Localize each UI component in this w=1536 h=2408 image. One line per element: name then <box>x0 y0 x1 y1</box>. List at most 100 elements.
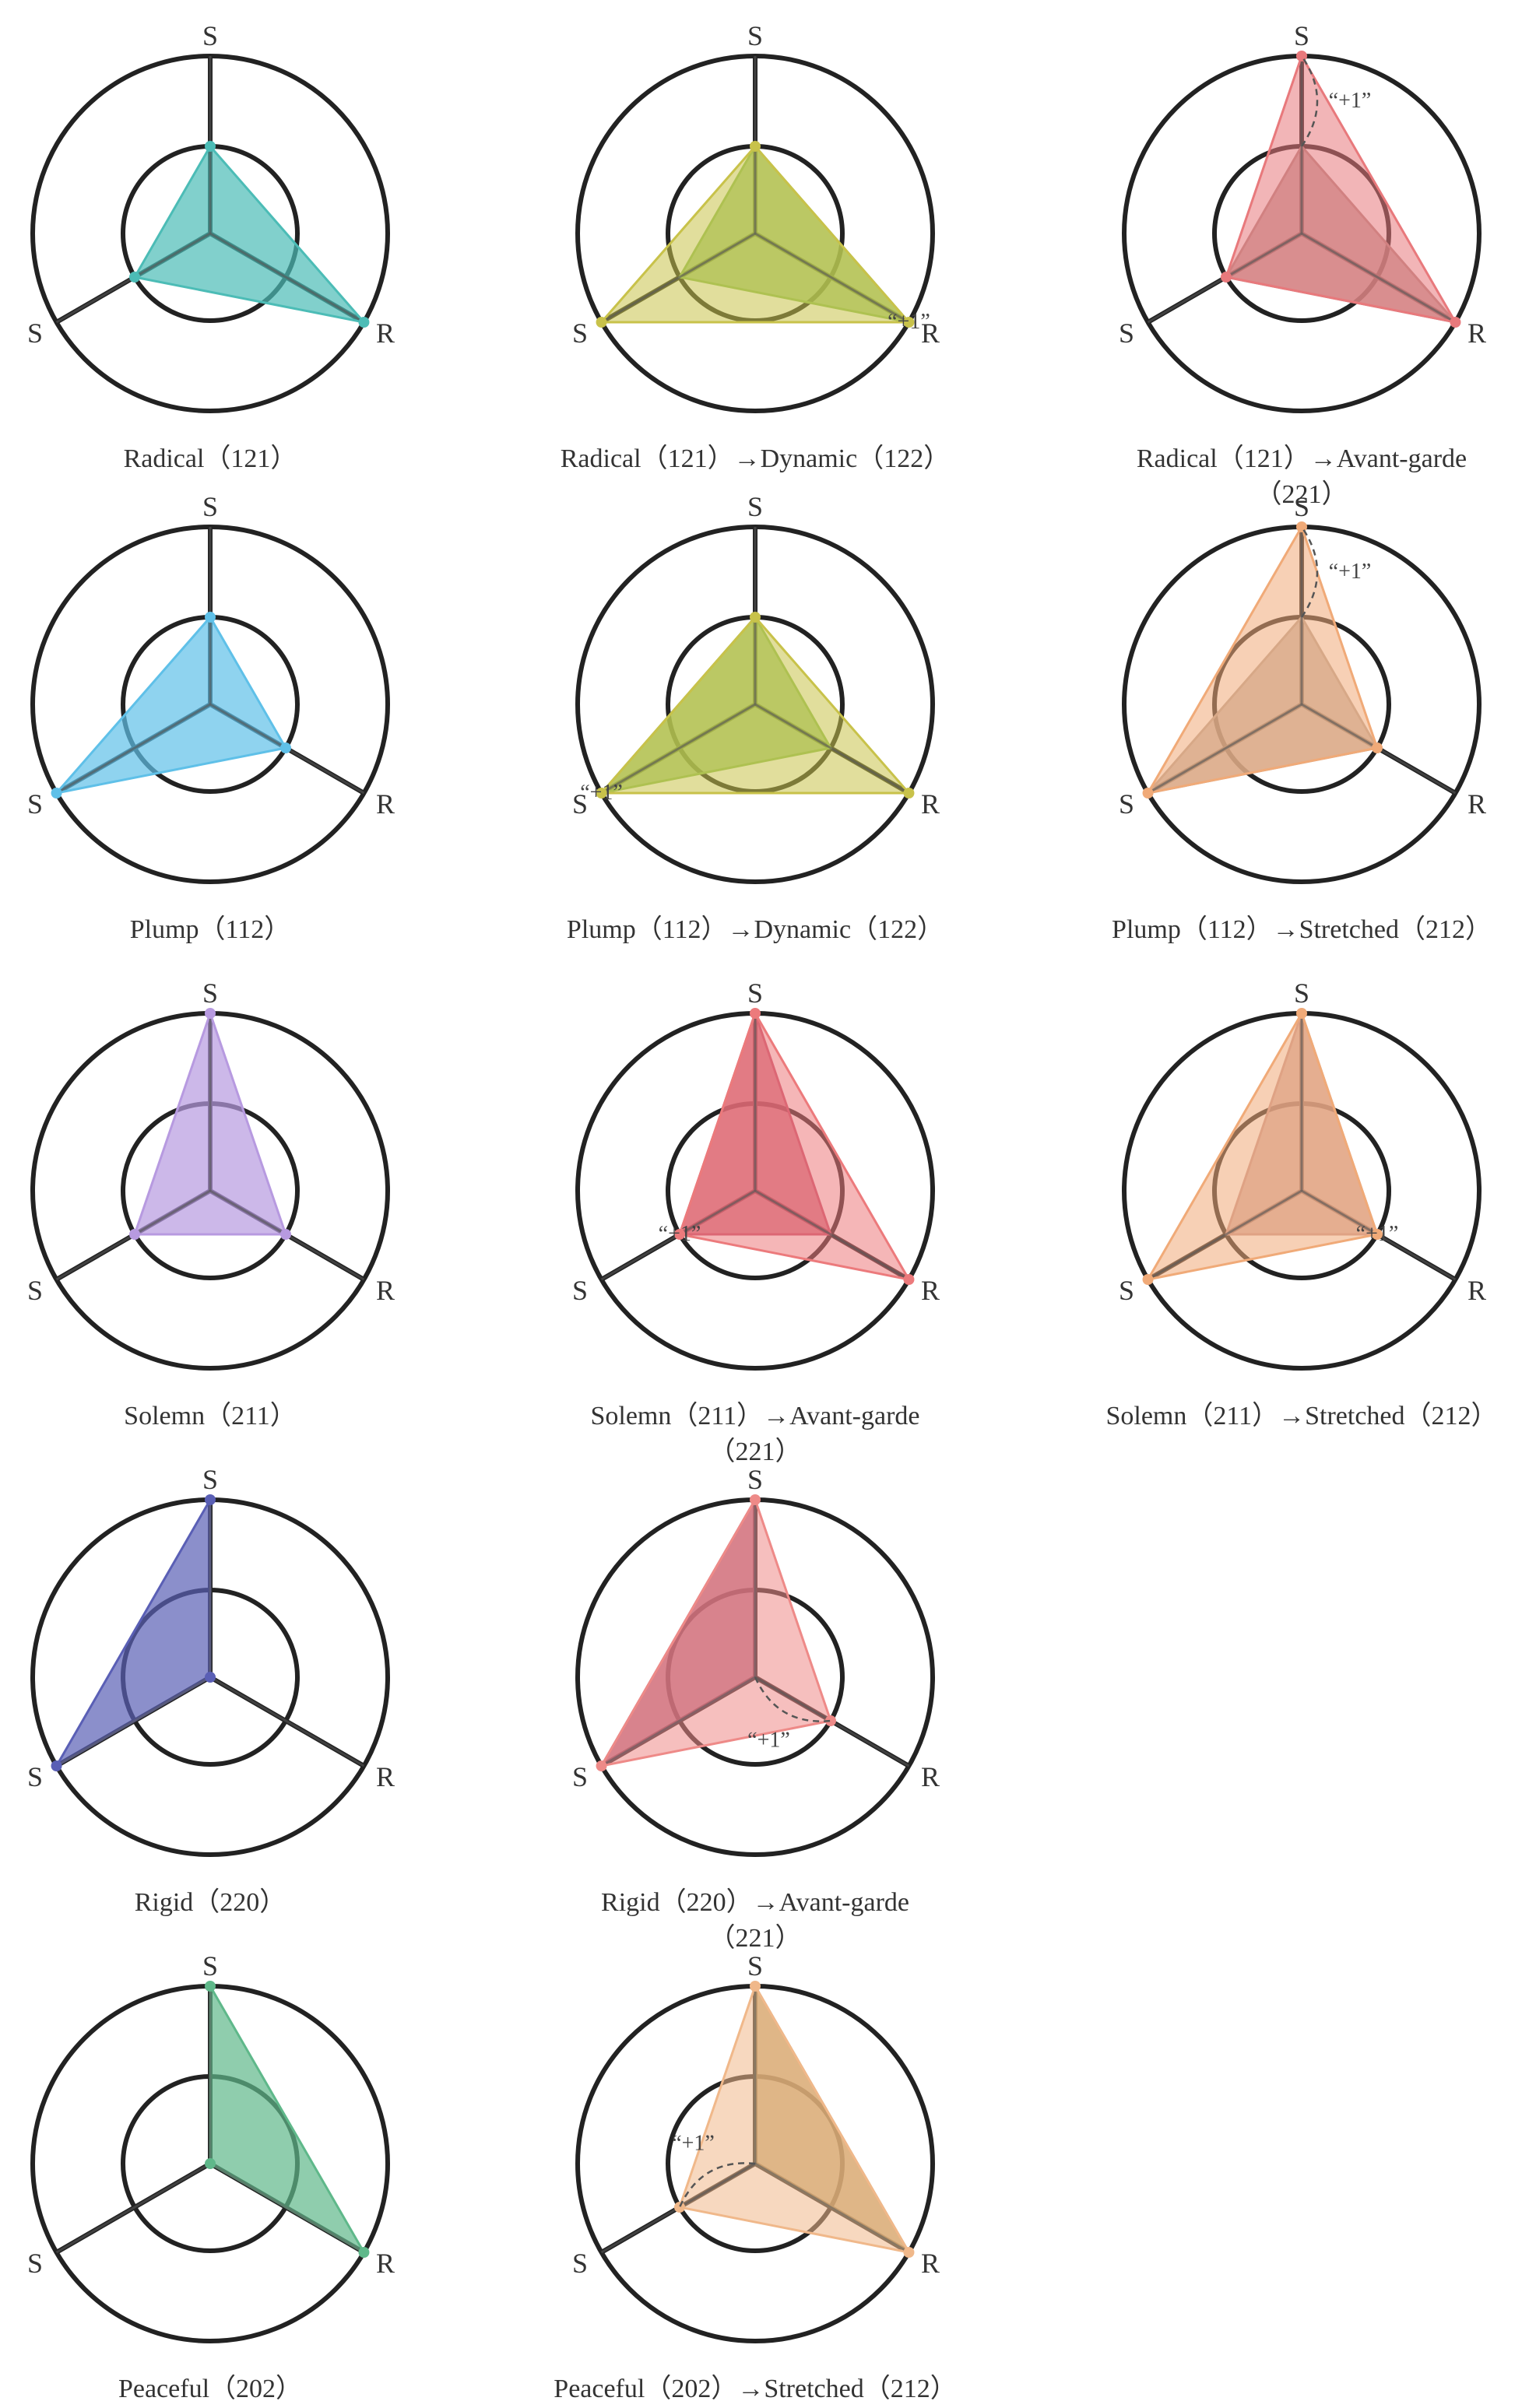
axis-label: R <box>376 1275 395 1306</box>
axis-spoke-overlay <box>1301 232 1457 324</box>
axis-spoke-overlay <box>754 703 910 795</box>
value-polygon <box>53 615 288 795</box>
axis-spoke-overlay <box>754 2162 910 2254</box>
panel-caption: Solemn（211）→Avant-garde <box>590 1401 919 1430</box>
axis-spoke-overlay <box>55 2162 211 2254</box>
value-polygon <box>209 1982 367 2256</box>
vertex-point <box>205 1494 216 1505</box>
radar-panel: S R S Plump（112） <box>27 491 395 944</box>
panel-caption: （221） <box>1256 479 1348 509</box>
axis-spoke-overlay <box>209 2162 365 2254</box>
axis-spoke-overlay <box>754 1189 910 1281</box>
vertex-point <box>824 1715 836 1726</box>
panel-caption: Plump（112）→Dynamic（122） <box>567 914 944 944</box>
vertex-point <box>903 317 915 328</box>
axis-label: S <box>1119 788 1134 820</box>
radar-panel: “+1” S R S Plump（112）→Stretched（212） <box>1112 491 1492 944</box>
axis-label: S <box>202 20 218 51</box>
vertex-point <box>903 2247 915 2258</box>
vertex-point <box>596 788 607 799</box>
axis-label: S <box>572 1275 588 1306</box>
axis-label: R <box>921 1761 940 1792</box>
axis-label: R <box>1467 788 1486 820</box>
axis-label: S <box>27 2248 43 2279</box>
increment-label: “+1” <box>1356 1222 1399 1246</box>
axis-label: R <box>376 1761 395 1792</box>
vertex-point <box>205 612 216 623</box>
vertex-point <box>1371 1229 1383 1240</box>
axis-label: S <box>202 491 218 522</box>
axis-label: S <box>1294 978 1309 1009</box>
panel-caption: Solemn（211）→Stretched（212） <box>1105 1401 1497 1430</box>
radar-panel: “+1” S R S Peaceful（202）→Stretched（212） <box>554 1950 956 2403</box>
increment-label: “+1” <box>580 781 623 805</box>
panel-caption: Rigid（220） <box>135 1887 286 1917</box>
vertex-point <box>358 2247 370 2258</box>
axis-label: R <box>921 788 940 820</box>
vertex-point <box>129 272 141 283</box>
final-polygon <box>1145 524 1379 795</box>
vertex-point <box>750 1494 761 1505</box>
vertex-point <box>750 612 761 623</box>
axis-label: S <box>1294 20 1309 51</box>
increment-label: “+1” <box>672 2131 715 2155</box>
panel-caption: Peaceful（202）→Stretched（212） <box>554 2374 956 2403</box>
vertex-point <box>1296 51 1307 61</box>
vertex-point <box>205 1008 216 1019</box>
increment-label: “+1” <box>747 1729 790 1753</box>
final-polygon <box>1145 1010 1379 1282</box>
axis-label: S <box>747 978 763 1009</box>
axis-spoke-overlay <box>600 232 756 324</box>
axis-label: S <box>572 318 588 349</box>
axis-label: S <box>1119 1275 1134 1306</box>
axis-label: R <box>376 788 395 820</box>
final-polygon <box>678 1010 912 1282</box>
increment-label: “+1” <box>659 1222 701 1246</box>
radar-panel: “+1” S R S Solemn（211）→Avant-garde （221） <box>572 978 940 1466</box>
vertex-point <box>129 1229 141 1240</box>
radar-panel: “+1” S R S Solemn（211）→Stretched（212） <box>1105 978 1497 1430</box>
panel-caption: Plump（112） <box>130 914 291 944</box>
increment-label: “+1” <box>888 310 930 334</box>
axis-label: S <box>572 2248 588 2279</box>
axis-label: S <box>747 20 763 51</box>
axis-label: S <box>202 978 218 1009</box>
axis-label: S <box>1294 491 1309 522</box>
value-polygon <box>132 144 367 325</box>
panel-caption: Rigid（220）→Avant-garde <box>601 1887 909 1917</box>
panel-caption: Plump（112）→Stretched（212） <box>1112 914 1492 944</box>
value-polygon <box>53 1495 212 1770</box>
axis-label: R <box>921 2248 940 2279</box>
axis-label: S <box>747 1464 763 1495</box>
panel-caption: Peaceful（202） <box>118 2374 302 2403</box>
final-polygon <box>599 1497 832 1768</box>
axis-label: S <box>572 788 588 820</box>
vertex-point <box>750 1981 761 1992</box>
vertex-point <box>1371 742 1383 753</box>
radar-panel: S R S Solemn（211） <box>27 978 395 1430</box>
axis-spoke-overlay <box>55 703 211 795</box>
vertex-point <box>674 2202 686 2213</box>
vertex-point <box>279 742 291 753</box>
panel-caption: （221） <box>709 1923 802 1953</box>
radar-panel: “+1” S R S Rigid（220）→Avant-garde （221） <box>572 1464 940 1953</box>
vertex-point <box>1296 521 1307 532</box>
vertex-point <box>750 1008 761 1019</box>
radar-panel: “+1” S R S Radical（121）→Avant-garde （221） <box>1119 20 1486 509</box>
axis-label: S <box>202 1950 218 1982</box>
vertex-point <box>596 1760 607 1771</box>
axis-spoke-overlay <box>600 1676 756 1767</box>
panel-caption: （221） <box>709 1437 802 1466</box>
axis-spoke-overlay <box>600 703 756 795</box>
axis-label: S <box>27 1761 43 1792</box>
panel-caption: Solemn（211） <box>124 1401 297 1430</box>
increment-label: “+1” <box>1329 89 1372 113</box>
vertex-point <box>596 317 607 328</box>
axis-label: S <box>572 1761 588 1792</box>
vertex-point <box>51 788 62 799</box>
increment-arrow <box>754 1676 831 1722</box>
vertex-point <box>903 788 915 799</box>
axis-label: R <box>921 1275 940 1306</box>
axis-spoke-overlay <box>209 1676 365 1767</box>
